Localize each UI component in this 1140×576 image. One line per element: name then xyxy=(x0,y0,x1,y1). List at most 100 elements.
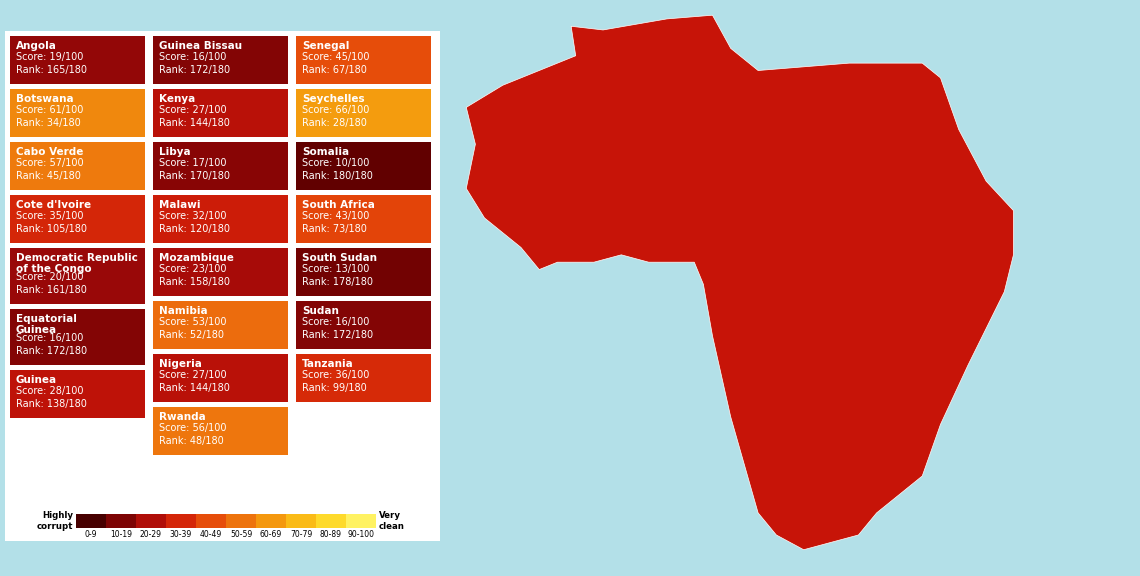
Text: Malawi: Malawi xyxy=(158,200,201,210)
Text: Guinea Bissau: Guinea Bissau xyxy=(158,41,242,51)
FancyBboxPatch shape xyxy=(76,514,106,528)
Text: Score: 17/100: Score: 17/100 xyxy=(158,158,227,168)
Text: Score: 23/100: Score: 23/100 xyxy=(158,264,227,274)
Text: Rank: 105/180: Rank: 105/180 xyxy=(16,224,87,234)
Text: Rank: 165/180: Rank: 165/180 xyxy=(16,65,87,75)
Text: Somalia: Somalia xyxy=(302,147,349,157)
Text: Score: 10/100: Score: 10/100 xyxy=(302,158,369,168)
Text: Nigeria: Nigeria xyxy=(158,359,202,369)
FancyBboxPatch shape xyxy=(153,301,288,349)
FancyBboxPatch shape xyxy=(296,301,431,349)
FancyBboxPatch shape xyxy=(10,370,145,418)
Polygon shape xyxy=(466,15,1013,550)
Text: Namibia: Namibia xyxy=(158,306,207,316)
FancyBboxPatch shape xyxy=(10,248,145,304)
Text: Score: 66/100: Score: 66/100 xyxy=(302,105,369,115)
Text: Equatorial
Guinea: Equatorial Guinea xyxy=(16,314,76,335)
FancyBboxPatch shape xyxy=(10,309,145,365)
FancyBboxPatch shape xyxy=(296,89,431,137)
Text: Score: 43/100: Score: 43/100 xyxy=(302,211,369,221)
Text: 80-89: 80-89 xyxy=(320,530,342,539)
FancyBboxPatch shape xyxy=(166,514,196,528)
Text: Rank: 144/180: Rank: 144/180 xyxy=(158,118,230,128)
FancyBboxPatch shape xyxy=(5,31,440,541)
Text: Angola: Angola xyxy=(16,41,57,51)
Text: Sudan: Sudan xyxy=(302,306,339,316)
FancyBboxPatch shape xyxy=(10,36,145,84)
Text: Guinea: Guinea xyxy=(16,375,57,385)
FancyBboxPatch shape xyxy=(10,89,145,137)
Text: South Africa: South Africa xyxy=(302,200,375,210)
Text: 40-49: 40-49 xyxy=(200,530,222,539)
Text: South Sudan: South Sudan xyxy=(302,253,377,263)
Text: Kenya: Kenya xyxy=(158,94,195,104)
FancyBboxPatch shape xyxy=(136,514,166,528)
Text: Very
clean: Very clean xyxy=(378,511,405,530)
FancyBboxPatch shape xyxy=(153,142,288,190)
Text: Score: 36/100: Score: 36/100 xyxy=(302,370,369,380)
Text: Libya: Libya xyxy=(158,147,190,157)
FancyBboxPatch shape xyxy=(296,36,431,84)
Text: Score: 45/100: Score: 45/100 xyxy=(302,52,369,62)
Text: Rank: 172/180: Rank: 172/180 xyxy=(158,65,230,75)
FancyBboxPatch shape xyxy=(153,89,288,137)
Text: Rank: 144/180: Rank: 144/180 xyxy=(158,383,230,393)
Text: Seychelles: Seychelles xyxy=(302,94,365,104)
FancyBboxPatch shape xyxy=(256,514,286,528)
Text: Rank: 178/180: Rank: 178/180 xyxy=(302,277,373,287)
Text: Rank: 48/180: Rank: 48/180 xyxy=(158,436,223,446)
Text: Score: 27/100: Score: 27/100 xyxy=(158,105,227,115)
FancyBboxPatch shape xyxy=(347,514,376,528)
Text: 90-100: 90-100 xyxy=(348,530,375,539)
Text: Score: 56/100: Score: 56/100 xyxy=(158,423,227,433)
FancyBboxPatch shape xyxy=(296,354,431,402)
Text: Rank: 180/180: Rank: 180/180 xyxy=(302,171,373,181)
FancyBboxPatch shape xyxy=(153,354,288,402)
FancyBboxPatch shape xyxy=(316,514,347,528)
FancyBboxPatch shape xyxy=(296,248,431,296)
FancyBboxPatch shape xyxy=(286,514,316,528)
Text: Score: 35/100: Score: 35/100 xyxy=(16,211,83,221)
Text: Rank: 52/180: Rank: 52/180 xyxy=(158,330,223,340)
Text: Score: 32/100: Score: 32/100 xyxy=(158,211,227,221)
FancyBboxPatch shape xyxy=(153,36,288,84)
Text: Rank: 161/180: Rank: 161/180 xyxy=(16,285,87,295)
FancyBboxPatch shape xyxy=(10,195,145,243)
FancyBboxPatch shape xyxy=(153,407,288,455)
Text: Tanzania: Tanzania xyxy=(302,359,353,369)
Text: Rank: 172/180: Rank: 172/180 xyxy=(16,346,87,356)
Text: 60-69: 60-69 xyxy=(260,530,282,539)
Text: Rank: 67/180: Rank: 67/180 xyxy=(302,65,367,75)
Text: Rank: 45/180: Rank: 45/180 xyxy=(16,171,81,181)
Text: 70-79: 70-79 xyxy=(290,530,312,539)
FancyBboxPatch shape xyxy=(10,142,145,190)
Text: Score: 28/100: Score: 28/100 xyxy=(16,386,83,396)
Text: Rank: 172/180: Rank: 172/180 xyxy=(302,330,373,340)
Text: Senegal: Senegal xyxy=(302,41,349,51)
Text: 0-9: 0-9 xyxy=(84,530,97,539)
Text: Botswana: Botswana xyxy=(16,94,74,104)
Text: Score: 19/100: Score: 19/100 xyxy=(16,52,83,62)
FancyBboxPatch shape xyxy=(196,514,226,528)
Text: Score: 53/100: Score: 53/100 xyxy=(158,317,227,327)
Text: Score: 61/100: Score: 61/100 xyxy=(16,105,83,115)
Text: Mozambique: Mozambique xyxy=(158,253,234,263)
Text: Rank: 170/180: Rank: 170/180 xyxy=(158,171,230,181)
Text: Democratic Republic
of the Congo: Democratic Republic of the Congo xyxy=(16,253,138,274)
Text: Rwanda: Rwanda xyxy=(158,412,205,422)
Text: Score: 20/100: Score: 20/100 xyxy=(16,272,83,282)
Text: Score: 13/100: Score: 13/100 xyxy=(302,264,369,274)
Text: Rank: 28/180: Rank: 28/180 xyxy=(302,118,367,128)
Text: 20-29: 20-29 xyxy=(140,530,162,539)
FancyBboxPatch shape xyxy=(106,514,136,528)
Text: Score: 16/100: Score: 16/100 xyxy=(158,52,227,62)
Text: 50-59: 50-59 xyxy=(230,530,252,539)
Text: 10-19: 10-19 xyxy=(109,530,132,539)
Text: Score: 16/100: Score: 16/100 xyxy=(302,317,369,327)
Text: Rank: 120/180: Rank: 120/180 xyxy=(158,224,230,234)
FancyBboxPatch shape xyxy=(153,195,288,243)
Text: Cote d'Ivoire: Cote d'Ivoire xyxy=(16,200,91,210)
Text: 30-39: 30-39 xyxy=(170,530,193,539)
FancyBboxPatch shape xyxy=(296,142,431,190)
FancyBboxPatch shape xyxy=(296,195,431,243)
